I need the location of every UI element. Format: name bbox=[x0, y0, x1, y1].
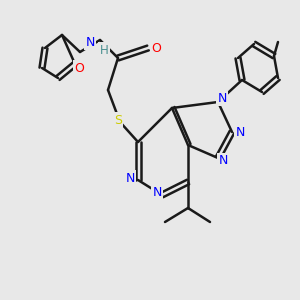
Text: N: N bbox=[235, 125, 245, 139]
Text: O: O bbox=[74, 61, 84, 74]
Text: S: S bbox=[114, 113, 122, 127]
Text: N: N bbox=[218, 154, 228, 167]
Text: N: N bbox=[217, 92, 227, 104]
Text: N: N bbox=[125, 172, 135, 184]
Text: N: N bbox=[152, 187, 162, 200]
Text: H: H bbox=[100, 44, 108, 56]
Text: O: O bbox=[151, 41, 161, 55]
Text: N: N bbox=[85, 35, 95, 49]
